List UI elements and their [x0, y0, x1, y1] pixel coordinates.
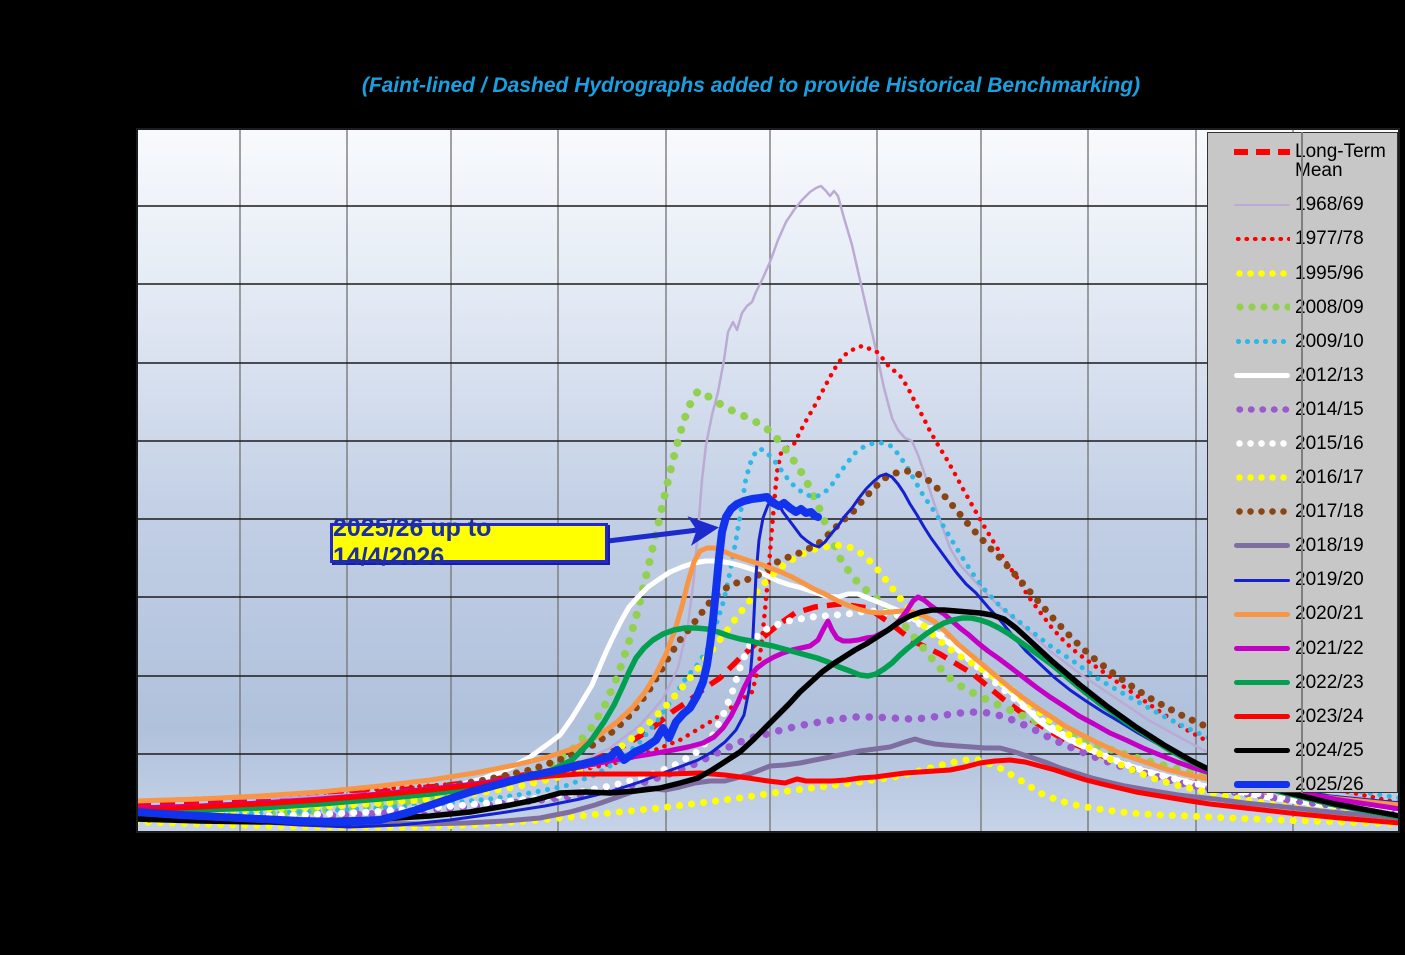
legend-label: 2020/21: [1295, 603, 1364, 625]
legend-label: 1977/78: [1295, 228, 1364, 250]
legend-swatch-y2014-icon: [1234, 405, 1290, 414]
legend-item-y2012: 2012/13: [1234, 358, 1397, 392]
legend-gridline-overlay: [1301, 132, 1303, 793]
legend-item-y1995: 1995/96: [1234, 256, 1397, 290]
series-y2017: [136, 467, 1400, 814]
legend-label: 2023/24: [1295, 705, 1364, 727]
legend-item-y2022: 2022/23: [1234, 665, 1397, 699]
legend-item-y2015: 2015/16: [1234, 427, 1397, 461]
series-y2019: [136, 472, 1400, 829]
legend-swatch-y2016-icon: [1234, 474, 1290, 482]
legend-item-y2019: 2019/20: [1234, 563, 1397, 597]
legend-label: 2017/18: [1295, 501, 1364, 523]
legend-swatch-y2017-icon: [1234, 508, 1290, 516]
legend-swatch-y1995-icon: [1234, 269, 1290, 277]
annotation-arrow-icon: [607, 516, 719, 546]
legend-item-long-term-mean: Long-Term Mean: [1234, 138, 1397, 188]
chart-plot-svg: [136, 128, 1400, 833]
legend-label: 2025/26: [1295, 773, 1364, 795]
legend-swatch-y2008-icon: [1234, 303, 1290, 312]
legend-swatch-y2019-icon: [1234, 578, 1290, 582]
legend-item-y2018: 2018/19: [1234, 529, 1397, 563]
legend-swatch-y2025-icon: [1234, 781, 1290, 789]
legend-item-y2020: 2020/21: [1234, 597, 1397, 631]
legend-swatch-y2015-icon: [1234, 440, 1290, 448]
annotation-callout: 2025/26 up to 14/4/2026: [330, 514, 608, 571]
legend-label: 1968/69: [1295, 194, 1364, 216]
series-y2020: [136, 545, 1400, 808]
legend-label: 2019/20: [1295, 569, 1364, 591]
legend-swatch-long-term-mean-icon: [1234, 149, 1290, 155]
legend-swatch-y2009-icon: [1234, 338, 1290, 344]
series-y2018: [136, 736, 1400, 827]
series-y2021: [136, 594, 1400, 812]
legend-swatch-y2018-icon: [1234, 543, 1290, 549]
series-y2023: [136, 757, 1400, 826]
series-y2009: [136, 440, 1400, 818]
legend-swatch-y2012-icon: [1234, 373, 1290, 379]
legend-item-y2008: 2008/09: [1234, 290, 1397, 324]
legend-swatch-y1968-icon: [1234, 203, 1290, 207]
legend-item-y2014: 2014/15: [1234, 393, 1397, 427]
legend-item-y2017: 2017/18: [1234, 495, 1397, 529]
legend-label: 2024/25: [1295, 739, 1364, 761]
legend-label: 2015/16: [1295, 433, 1364, 455]
legend-label: Long-Term Mean: [1295, 141, 1386, 182]
legend-label: 2018/19: [1295, 535, 1364, 557]
legend-label: 1995/96: [1295, 262, 1364, 284]
series-y1977: [136, 343, 1400, 806]
legend-label: 2016/17: [1295, 467, 1364, 489]
legend-label: 2022/23: [1295, 671, 1364, 693]
legend-label: 2008/09: [1295, 296, 1364, 318]
series-y2025: [136, 493, 822, 826]
legend-item-y2021: 2021/22: [1234, 631, 1397, 665]
legend-swatch-y2023-icon: [1234, 713, 1290, 719]
legend-swatch-y1977-icon: [1234, 236, 1290, 242]
legend-item-y2025: 2025/26: [1234, 768, 1397, 802]
legend-item-y2016: 2016/17: [1234, 461, 1397, 495]
legend-item-y2023: 2023/24: [1234, 699, 1397, 733]
legend-item-y2009: 2009/10: [1234, 324, 1397, 358]
legend-label: 2014/15: [1295, 398, 1364, 420]
legend-item-y2024: 2024/25: [1234, 734, 1397, 768]
legend-swatch-y2020-icon: [1234, 611, 1290, 617]
series-y2024: [136, 607, 1400, 825]
legend-item-y1968: 1968/69: [1234, 188, 1397, 222]
legend-label: 2009/10: [1295, 330, 1364, 352]
legend-label: 2021/22: [1295, 637, 1364, 659]
legend-swatch-y2024-icon: [1234, 747, 1290, 754]
legend-swatch-y2022-icon: [1234, 679, 1290, 686]
annotation-label: 2025/26 up to 14/4/2026: [333, 514, 492, 571]
plot-area: [136, 128, 1400, 833]
legend-swatch-y2021-icon: [1234, 645, 1290, 651]
legend-item-y1977: 1977/78: [1234, 222, 1397, 256]
chart-subtitle: (Faint-lined / Dashed Hydrographs added …: [361, 74, 1141, 97]
legend-label: 2012/13: [1295, 364, 1364, 386]
